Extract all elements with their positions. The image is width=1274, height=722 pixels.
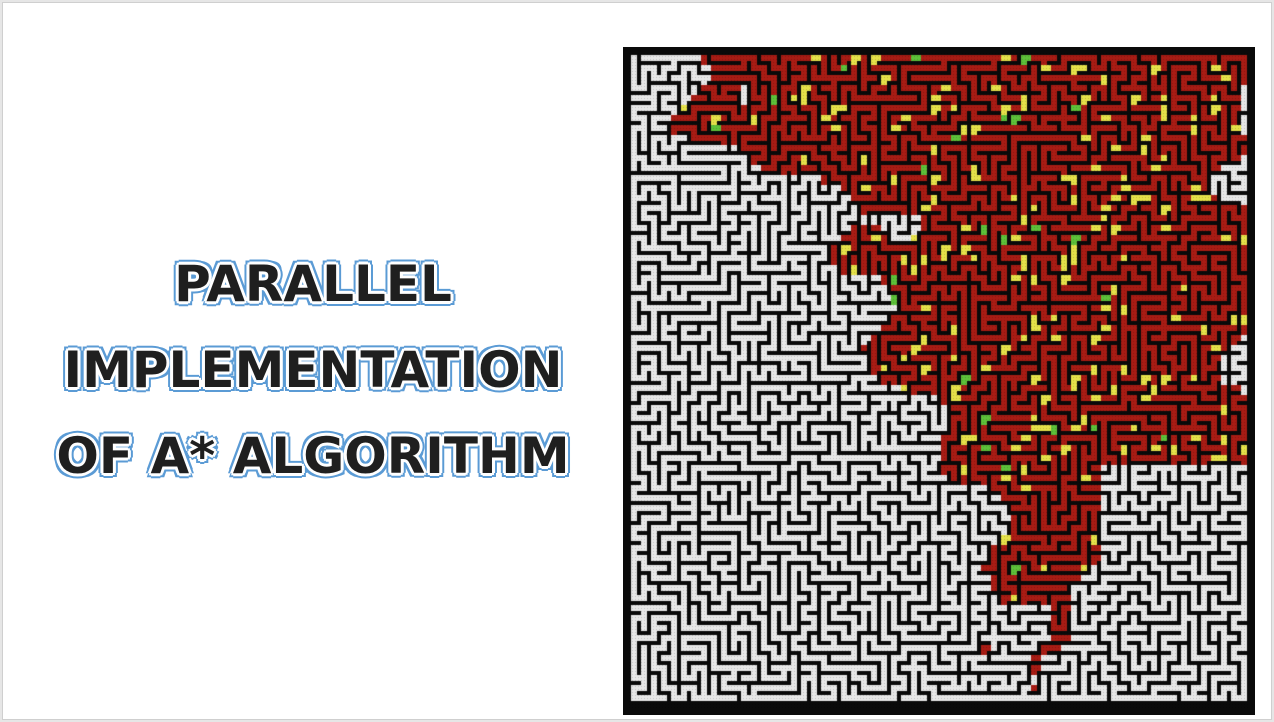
maze-image — [623, 47, 1255, 715]
maze-canvas — [623, 47, 1255, 715]
title-line-3: OF A* ALGORITHM — [56, 427, 570, 485]
slide-title: PARALLEL IMPLEMENTATION OF A* ALGORITHM — [13, 241, 613, 499]
title-line-1: PARALLEL — [174, 255, 452, 313]
title-line-2: IMPLEMENTATION — [63, 341, 563, 399]
